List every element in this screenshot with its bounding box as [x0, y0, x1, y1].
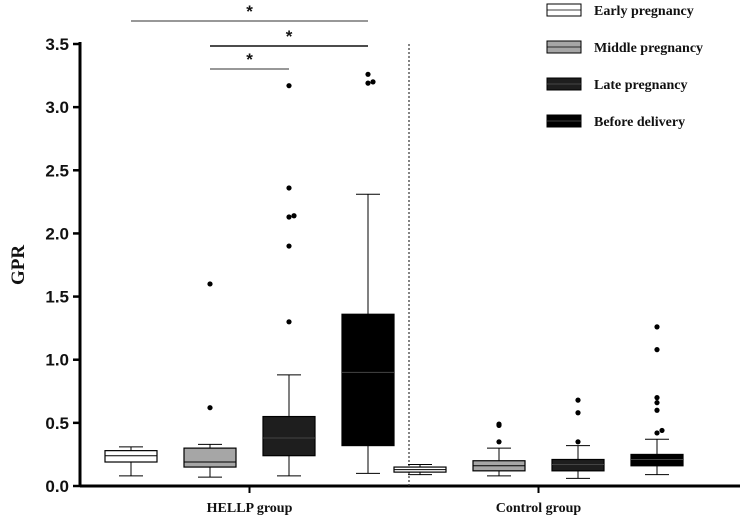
box-hellp-group-late-pregnancy — [262, 83, 316, 477]
y-axis-title: GPR — [8, 245, 29, 285]
legend-item-early-pregnancy: Early pregnancy — [546, 3, 694, 19]
outlier-point — [370, 79, 376, 85]
outlier-point — [654, 347, 660, 353]
y-tick-label: 3.5 — [45, 35, 69, 54]
legend-label: Early pregnancy — [594, 4, 694, 19]
outlier-point — [365, 80, 371, 86]
box-body — [341, 313, 395, 447]
legend-item-before-delivery: Before delivery — [546, 114, 685, 130]
outlier-point — [654, 324, 660, 330]
group-label-control-group: Control group — [496, 501, 582, 516]
box-body — [183, 447, 237, 468]
outlier-point — [496, 421, 502, 427]
y-tick-label: 3.0 — [45, 98, 69, 117]
significance-star: * — [246, 2, 253, 21]
y-tick-label: 0.0 — [45, 477, 69, 496]
outlier-point — [659, 427, 665, 434]
plot-layer: 0.0 0.5 1.0 1.5 2.0 2.5 3.0 3.5 GPR HELLP group Co… — [8, 2, 740, 516]
box-control-group-late-pregnancy — [551, 397, 605, 479]
outlier-point — [286, 214, 292, 220]
outlier-point — [654, 400, 660, 406]
y-tick-label: 1.5 — [45, 288, 69, 307]
legend-label: Late pregnancy — [594, 78, 687, 93]
legend-label: Middle pregnancy — [594, 41, 703, 56]
legend-item-late-pregnancy: Late pregnancy — [546, 77, 687, 93]
legend-label: Before delivery — [594, 115, 685, 130]
outlier-point — [286, 243, 292, 249]
outlier-point — [286, 83, 292, 89]
y-tick-label: 1.0 — [45, 351, 69, 370]
box-hellp-group-before-delivery — [341, 71, 395, 474]
outlier-point — [496, 439, 502, 445]
outlier-point — [207, 281, 213, 287]
box-body — [104, 450, 158, 463]
significance-star: * — [246, 50, 253, 69]
box-body — [262, 415, 316, 457]
outlier-point — [575, 410, 581, 416]
outlier-point — [365, 71, 371, 77]
y-tick-label: 2.5 — [45, 161, 69, 180]
outlier-point — [207, 405, 213, 411]
outlier-point — [575, 439, 581, 445]
significance-star: * — [286, 27, 293, 46]
legend-item-middle-pregnancy: Middle pregnancy — [546, 40, 703, 56]
box-control-group-middle-pregnancy — [472, 421, 526, 477]
box-control-group-early-pregnancy — [393, 464, 447, 476]
outlier-point — [291, 213, 297, 219]
outlier-point — [575, 397, 581, 403]
y-tick-label: 0.5 — [45, 414, 69, 433]
box-control-group-before-delivery — [630, 324, 684, 476]
outlier-point — [286, 185, 292, 191]
outlier-point — [654, 395, 660, 401]
outlier-point — [286, 319, 292, 325]
outlier-point — [654, 407, 660, 413]
box-hellp-group-early-pregnancy — [104, 446, 158, 477]
box-body — [551, 458, 605, 472]
y-tick-label: 2.0 — [45, 224, 69, 243]
group-label-hellp-group: HELLP group — [207, 501, 293, 516]
box-body — [630, 453, 684, 467]
outlier-point — [654, 430, 660, 436]
box-hellp-group-middle-pregnancy — [183, 281, 237, 478]
